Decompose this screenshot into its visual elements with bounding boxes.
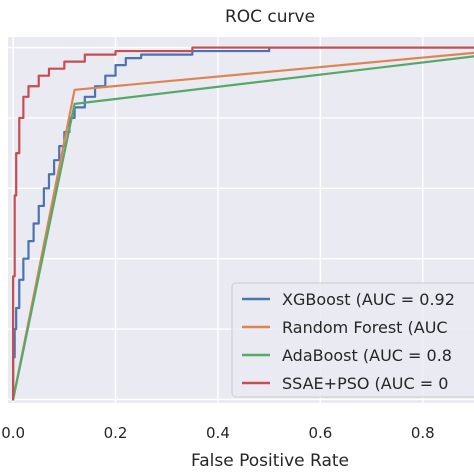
x-axis-title: False Positive Rate: [191, 451, 349, 471]
x-tick-label-4: 0.8: [411, 424, 435, 442]
legend-box: [231, 282, 474, 398]
x-tick-label-3: 0.6: [308, 424, 332, 442]
x-tick-label-2: 0.4: [206, 424, 230, 442]
legend: XGBoost (AUC = 0.92 Random Forest (AUC Ada…: [231, 282, 474, 398]
x-tick-label-1: 0.2: [104, 424, 128, 442]
legend-label-2: AdaBoost (AUC = 0.8: [282, 346, 452, 365]
series-line-3: [12, 46, 474, 401]
legend-label-1: Random Forest (AUC: [282, 318, 448, 337]
legend-label-3: SSAE+PSO (AUC = 0: [282, 374, 448, 393]
series-layer: [12, 46, 474, 401]
legend-label-0: XGBoost (AUC = 0.92: [282, 290, 455, 309]
chart-title: ROC curve: [225, 7, 315, 27]
series-line-2: [12, 55, 474, 401]
series-line-0: [12, 46, 474, 401]
tick-labels: 0.0 0.2 0.4 0.6 0.8: [1, 424, 435, 442]
x-tick-label-0: 0.0: [1, 424, 25, 442]
